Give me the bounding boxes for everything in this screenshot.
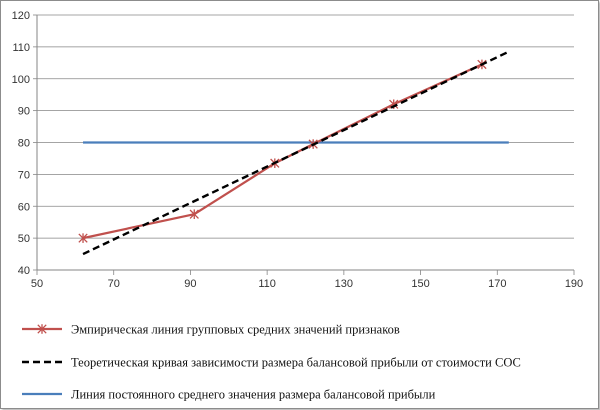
x-tick-label: 110 — [258, 278, 276, 290]
y-tick-label: 60 — [18, 201, 30, 213]
legend-label: Эмпирическая линия групповых средних зна… — [71, 323, 400, 337]
y-tick-label: 40 — [18, 265, 30, 277]
x-tick-label: 90 — [184, 278, 196, 290]
series-0-point — [78, 233, 88, 243]
y-tick-label: 110 — [12, 42, 30, 54]
x-tick-label: 150 — [411, 278, 429, 290]
legend-entry-1: Теоретическая кривая зависимости размера… — [22, 356, 521, 370]
series-layer — [78, 50, 510, 256]
series-line-0 — [82, 63, 483, 240]
legend-label: Линия постоянного среднего значения разм… — [71, 388, 436, 402]
x-tick-label: 190 — [565, 278, 583, 290]
y-tick-label: 90 — [18, 106, 30, 118]
x-tick-label: 70 — [108, 278, 120, 290]
y-axis-ticks: 40 50 60 70 80 90 100 110 120 — [12, 10, 37, 277]
x-tick-label: 130 — [335, 278, 353, 290]
series-line-1 — [82, 50, 510, 256]
legend-marker — [37, 324, 47, 334]
legend: Эмпирическая линия групповых средних зна… — [22, 323, 521, 402]
y-tick-label: 100 — [12, 74, 30, 86]
series-0-point — [189, 209, 199, 220]
x-axis-ticks: 50 70 90 110 130 150 170 190 — [31, 270, 583, 290]
y-tick-label: 80 — [18, 138, 30, 150]
x-tick-label: 50 — [31, 278, 43, 290]
y-tick-label: 70 — [18, 169, 30, 181]
gridlines — [37, 14, 574, 239]
legend-entry-0: Эмпирическая линия групповых средних зна… — [22, 323, 400, 337]
legend-label: Теоретическая кривая зависимости размера… — [71, 356, 521, 370]
legend-entry-2: Линия постоянного среднего значения разм… — [22, 388, 436, 402]
x-tick-label: 170 — [488, 278, 506, 290]
y-tick-label: 50 — [18, 233, 30, 245]
y-tick-label: 120 — [12, 10, 30, 22]
